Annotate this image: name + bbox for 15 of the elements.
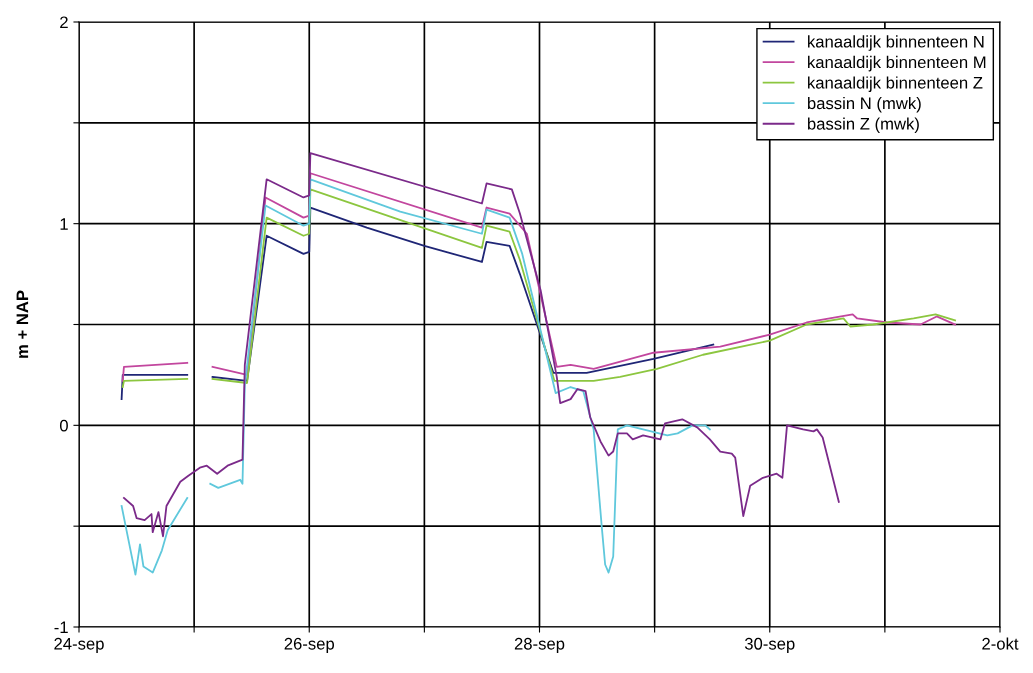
legend-label: kanaaldijk binnenteen N xyxy=(808,35,984,51)
x-tick-label: 28-sep xyxy=(514,637,565,653)
x-tick-label: 24-sep xyxy=(54,637,104,653)
legend-label: bassin Z (mwk) xyxy=(808,117,919,134)
y-tick-label: 2 xyxy=(60,16,68,29)
y-tick-label: -1 xyxy=(54,621,68,634)
x-tick-label: 30-sep xyxy=(744,637,795,653)
y-tick-label: 0 xyxy=(59,419,68,432)
x-tick-label: 26-sep xyxy=(284,637,335,653)
y-tick-label: 1 xyxy=(60,218,68,230)
legend-label: bassin N (mwk) xyxy=(808,96,921,113)
y-axis-title: m + NAP xyxy=(16,290,29,358)
legend-label: kanaaldijk binnenteen Z xyxy=(808,76,983,92)
legend-label: kanaaldijk binnenteen M xyxy=(808,55,986,72)
x-tick-label: 2-okt xyxy=(982,637,1019,650)
